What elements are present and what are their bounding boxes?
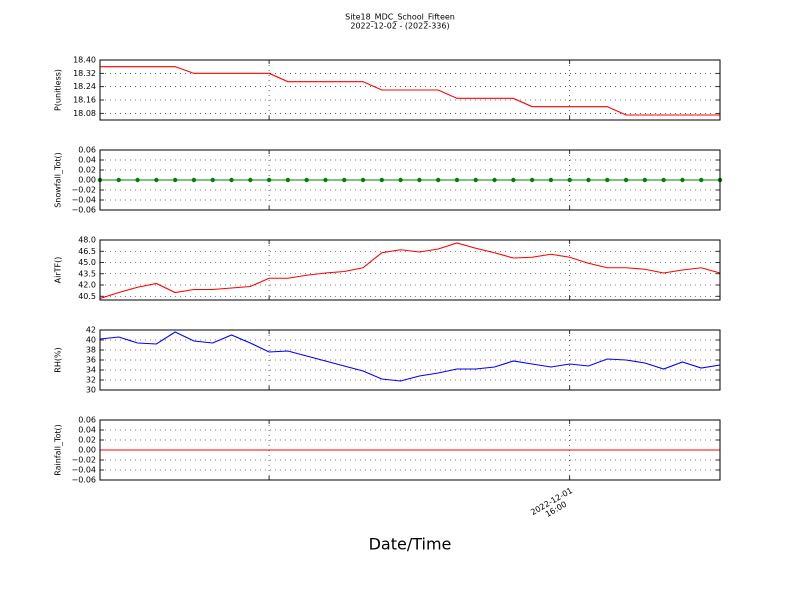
data-point [323,177,328,183]
data-point [116,177,121,183]
plot-frame [99,329,721,391]
data-point [360,177,366,183]
data-line [100,66,720,116]
y-tick-label: 0.00 [78,176,96,185]
y-tick-label: 38 [86,346,96,355]
y-tick-label: 0.02 [78,166,96,175]
data-line [99,242,721,300]
data-point [454,177,460,183]
y-tick-label: 42.0 [78,281,96,290]
data-point [680,177,685,183]
data-point [285,177,291,183]
data-point [191,177,197,183]
data-point [304,177,309,183]
plot-frame [99,149,721,211]
data-point [473,177,478,183]
plot-frame [99,419,721,481]
y-tick-label: 34 [86,366,96,375]
data-point [661,177,666,183]
data-point [567,177,572,183]
data-point [229,177,234,183]
data-point [398,177,403,183]
plot-frame [99,239,721,301]
y-tick-label: 36 [86,356,96,365]
y-tick-label: 40 [86,336,96,345]
y-tick-label: 46.5 [78,247,96,256]
chart-title: Site18_MDC_School_Fifteen [345,13,455,22]
y-tick-label: 45.0 [78,258,96,267]
chart-subtitle: 2022-12-02 - (2022-336) [350,22,449,31]
y-axis-label: Snowfall_Tot() [54,152,63,208]
plot-frame [99,59,721,121]
y-axis-label: Rainfall_Tot() [54,424,63,476]
y-tick-label: 48.0 [78,236,96,245]
y-tick-label: −0.04 [71,466,96,475]
y-tick-label: 18.08 [73,109,96,118]
y-tick-label: 0.04 [78,156,96,165]
data-point [623,177,629,183]
y-tick-label: 32 [86,376,96,385]
y-tick-label: −0.06 [71,206,96,215]
data-point [529,177,535,183]
data-point [492,177,497,183]
y-tick-label: 18.24 [73,82,96,91]
data-point [548,177,554,183]
y-tick-label: 0.02 [78,436,96,445]
data-point [248,177,253,183]
data-point [172,177,178,183]
y-tick-label: 0.04 [78,426,96,435]
y-tick-label: 40.5 [78,292,96,301]
data-point [154,177,159,183]
data-point [586,177,591,183]
data-line [99,331,721,382]
y-axis-label: AirTF() [54,257,63,284]
data-point [605,177,610,183]
data-point [135,177,140,183]
data-point [642,177,648,183]
y-tick-label: 43.5 [78,269,96,278]
y-tick-label: 42 [86,326,96,335]
data-point [435,177,441,183]
y-tick-label: −0.06 [71,476,96,485]
data-point [342,177,347,183]
data-point [699,177,704,183]
y-tick-label: 18.40 [73,56,96,65]
y-tick-label: −0.04 [71,196,96,205]
y-tick-label: 0.06 [78,416,96,425]
y-axis-label: P(unitless) [54,69,63,111]
y-tick-label: 0.06 [78,146,96,155]
y-tick-label: −0.02 [71,456,96,465]
data-point [511,177,516,183]
x-axis-label: Date/Time [369,535,452,554]
y-tick-label: −0.02 [71,186,96,195]
y-tick-label: 0.00 [78,446,96,455]
y-tick-label: 18.32 [73,69,96,78]
data-point [266,177,272,183]
y-tick-label: 18.16 [73,96,96,105]
y-axis-label: RH(%) [54,347,63,372]
data-point [379,177,385,183]
data-point [210,177,215,183]
data-point [417,177,422,183]
y-tick-label: 30 [86,386,96,395]
